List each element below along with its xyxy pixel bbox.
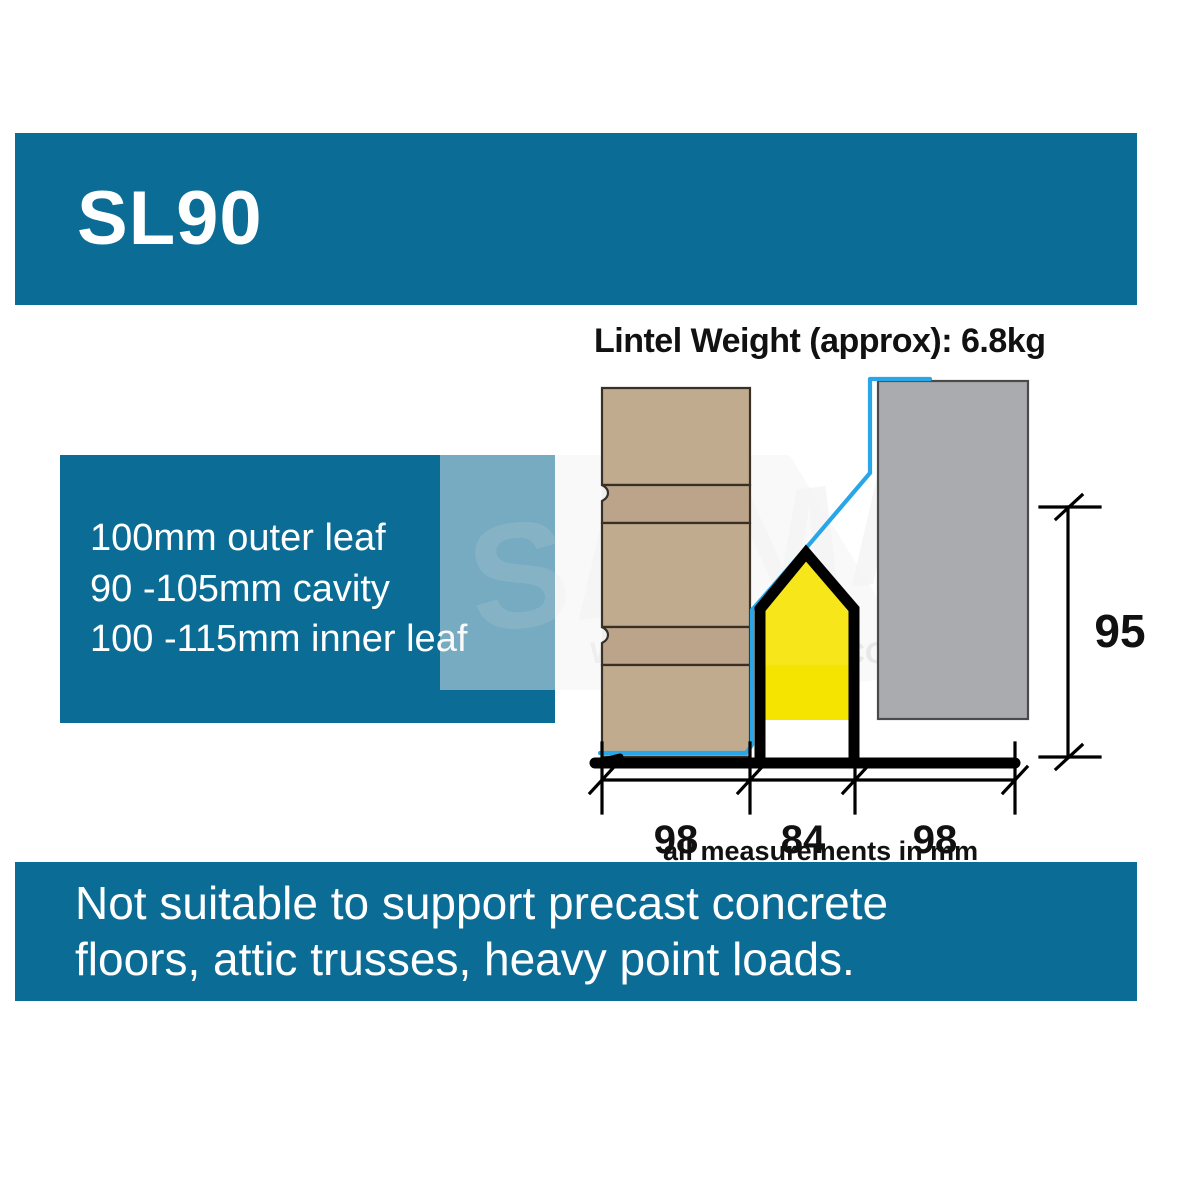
spec-line-outer-leaf: 100mm outer leaf bbox=[90, 517, 386, 560]
vertical-dimension-line bbox=[1038, 492, 1102, 772]
spec-line-cavity: 90 -105mm cavity bbox=[90, 567, 390, 610]
horizontal-dimension-line bbox=[587, 741, 1030, 815]
specification-box: 100mm outer leaf 90 -105mm cavity 100 -1… bbox=[60, 455, 555, 723]
cavity-insulation bbox=[763, 551, 850, 720]
measurements-footnote: all measurements in mm bbox=[663, 836, 979, 866]
dimension-label-height: 95 bbox=[1094, 605, 1145, 657]
spec-line-inner-leaf: 100 -115mm inner leaf bbox=[90, 618, 468, 661]
warning-line-1: Not suitable to support precast concrete bbox=[75, 877, 889, 930]
outer-leaf-brickwork bbox=[600, 386, 752, 759]
lintel-cross-section-diagram: 98 84 98 95 bbox=[560, 365, 1180, 865]
steel-lintel-profile bbox=[589, 544, 1021, 769]
inner-leaf-block bbox=[876, 379, 1030, 721]
page-title: SL90 bbox=[77, 176, 263, 261]
warning-line-2: floors, attic trusses, heavy point loads… bbox=[75, 932, 855, 985]
warning-banner: Not suitable to support precast concrete… bbox=[15, 862, 1137, 1001]
horizontal-dimension-labels: 98 84 98 bbox=[654, 818, 958, 862]
title-banner: SL90 bbox=[15, 133, 1137, 305]
dimension-label-cavity: 84 bbox=[781, 818, 826, 862]
dimension-label-outer-leaf: 98 bbox=[654, 818, 699, 862]
dimension-label-inner-leaf: 98 bbox=[913, 818, 958, 862]
lintel-weight-heading: Lintel Weight (approx): 6.8kg bbox=[594, 322, 1046, 360]
